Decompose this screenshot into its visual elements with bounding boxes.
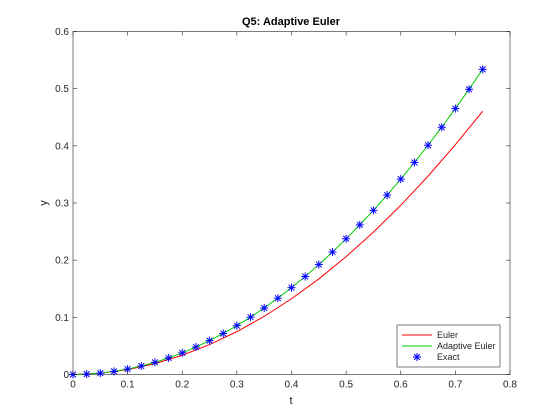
y-tick-label: 0	[63, 370, 69, 381]
asterisk-stroke	[301, 273, 309, 280]
asterisk-stroke	[356, 221, 364, 229]
y-tick-label: 0.2	[55, 256, 69, 267]
asterisk-stroke	[438, 124, 445, 131]
data-point-exact	[424, 141, 433, 150]
asterisk-stroke	[383, 191, 391, 199]
asterisk-stroke	[260, 304, 268, 312]
asterisk-stroke	[151, 359, 159, 366]
data-point-exact	[369, 206, 378, 215]
data-point-exact	[342, 234, 351, 243]
x-tick-label: 0.6	[394, 380, 408, 391]
y-tick-label: 0.5	[55, 84, 69, 95]
data-point-exact	[109, 367, 118, 376]
x-axis-label: t	[289, 395, 292, 407]
axis-layer: 0 0.1 0.2 0.3 0.4 0.5 0.6 0.7 0.8 0 0.1 0.2 0.3 0.4 0.…	[55, 27, 517, 391]
data-point-exact	[96, 369, 105, 378]
x-tick-label: 0.1	[121, 380, 135, 391]
data-point-exact	[410, 158, 419, 167]
asterisk-stroke	[138, 362, 145, 370]
legend-label-exact: Exact	[437, 352, 460, 362]
x-tick-label: 0.7	[448, 380, 462, 391]
data-point-exact	[150, 358, 159, 367]
asterisk-stroke	[370, 207, 377, 214]
asterisk-stroke	[288, 284, 295, 291]
data-point-exact	[191, 343, 200, 352]
asterisk-stroke	[479, 66, 486, 73]
data-point-exact	[273, 294, 282, 303]
chart-title: Q5: Adaptive Euler	[242, 16, 341, 28]
x-tick-label: 0.2	[175, 380, 189, 391]
asterisk-stroke	[411, 159, 418, 166]
asterisk-stroke	[192, 343, 200, 351]
data-point-exact	[314, 260, 323, 269]
asterisk-stroke	[124, 365, 131, 373]
data-point-exact	[246, 313, 255, 322]
asterisk-stroke	[233, 322, 241, 329]
data-point-exact	[437, 123, 446, 132]
data-point-exact	[260, 304, 269, 313]
data-point-exact	[164, 353, 173, 362]
asterisk-stroke	[179, 349, 186, 357]
plot-area	[72, 31, 511, 375]
legend-label-adaptive-euler: Adaptive Euler	[437, 341, 496, 351]
asterisk-stroke	[397, 175, 404, 183]
data-point-exact	[301, 272, 310, 281]
data-point-exact	[219, 329, 228, 338]
asterisk-stroke	[97, 369, 104, 377]
asterisk-stroke	[274, 294, 282, 302]
data-point-exact	[137, 362, 146, 371]
data-point-exact	[396, 175, 405, 184]
x-tick-label: 0.5	[339, 380, 353, 391]
y-tick-label: 0.1	[55, 313, 69, 324]
asterisk-stroke	[110, 368, 118, 375]
x-tick-label: 0	[70, 380, 76, 391]
asterisk-stroke	[315, 261, 323, 268]
asterisk-stroke	[329, 248, 336, 256]
asterisk-stroke	[206, 337, 213, 344]
data-point-exact	[478, 65, 487, 74]
y-axis-label: y	[38, 200, 50, 206]
x-tick-label: 0.3	[230, 380, 244, 391]
data-point-exact	[178, 348, 187, 357]
asterisk-stroke	[342, 235, 350, 243]
asterisk-stroke	[452, 105, 459, 112]
data-point-exact	[205, 336, 214, 345]
asterisk-stroke	[247, 313, 254, 321]
data-point-exact	[328, 248, 337, 257]
legend-label-euler: Euler	[437, 330, 458, 340]
asterisk-stroke	[83, 370, 90, 378]
x-tick-label: 0.8	[503, 380, 517, 391]
data-point-exact	[232, 321, 241, 330]
x-tick-label: 0.4	[285, 380, 299, 391]
y-tick-label: 0.6	[55, 27, 69, 38]
asterisk-stroke	[219, 330, 227, 337]
data-point-exact	[465, 85, 474, 94]
data-point-exact	[355, 220, 364, 229]
y-tick-label: 0.4	[55, 141, 69, 152]
asterisk-stroke	[165, 354, 172, 362]
y-tick-label: 0.3	[55, 199, 69, 210]
legend: Euler Adaptive Euler Exact	[396, 324, 501, 368]
legend-marker-exact	[413, 353, 421, 361]
asterisk-stroke	[413, 353, 421, 361]
data-point-exact	[451, 104, 460, 113]
data-point-exact	[287, 283, 296, 292]
data-point-exact	[82, 370, 91, 379]
data-point-exact	[383, 191, 392, 200]
asterisk-stroke	[465, 86, 473, 93]
asterisk-stroke	[424, 141, 432, 149]
